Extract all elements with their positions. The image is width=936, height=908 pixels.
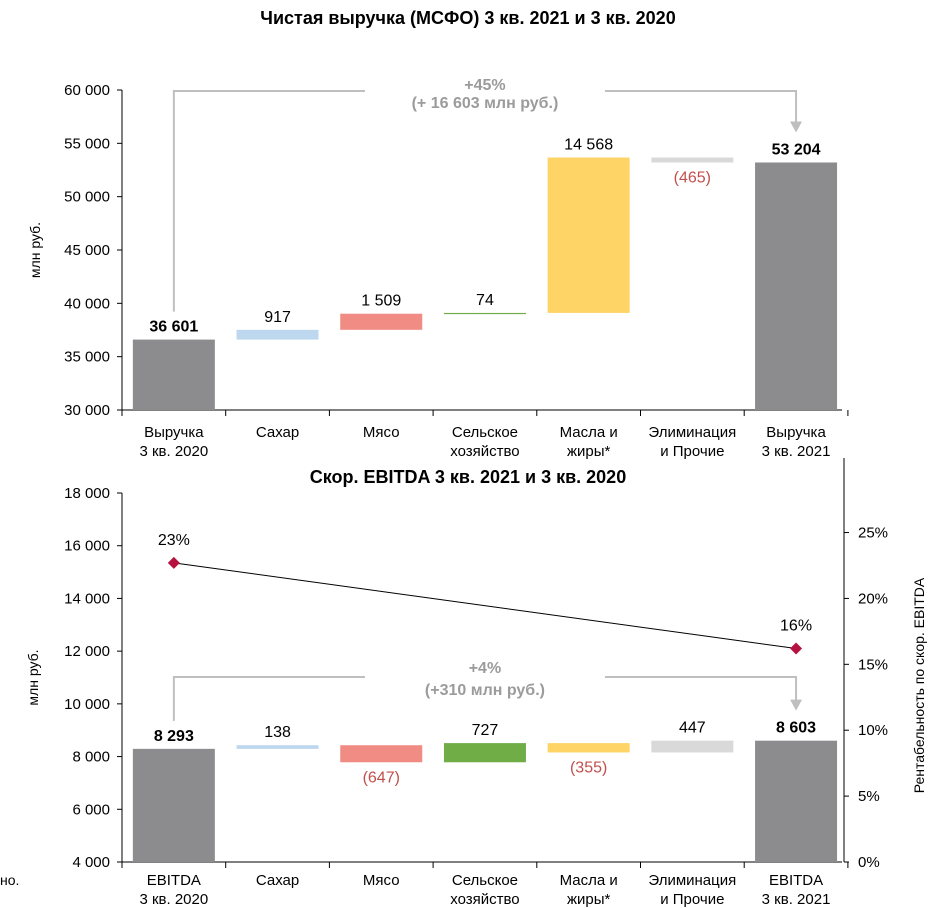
bar-label-2-5: (355) <box>570 759 607 776</box>
bar-label-2-4: 727 <box>472 722 499 739</box>
bar-2-2 <box>236 745 319 749</box>
chart-1-y-tick-label: 60 000 <box>64 82 110 99</box>
chart-1-y-tick-label: 30 000 <box>64 402 110 419</box>
category-label-1-2: Сахар <box>256 424 299 441</box>
category-label-1-5: жиры* <box>567 443 611 460</box>
margin-label-1: 23% <box>158 532 190 549</box>
chart-2-annotation-bracket-left <box>172 676 365 721</box>
chart-2-y2-tick-label: 10% <box>858 722 888 739</box>
chart-2-y-tick-label: 16 000 <box>64 538 110 555</box>
chart-1-y-tick-label: 45 000 <box>64 242 110 259</box>
category-label-1-6: и Прочие <box>660 443 724 460</box>
chart-2-y-tick-label: 8 000 <box>72 749 110 766</box>
chart-2-annotation-bracket-right <box>604 676 798 701</box>
bar-2-3 <box>340 745 423 763</box>
category-label-1-4: хозяйство <box>450 443 519 460</box>
category-label-2-1: EBITDA <box>147 872 201 889</box>
chart-1-annotation-bracket-right <box>604 90 798 123</box>
chart-2-y-tick-label: 12 000 <box>64 643 110 660</box>
bar-label-2-6: 447 <box>679 720 706 737</box>
category-label-2-1: 3 кв. 2020 <box>139 891 208 908</box>
category-label-2-5: жиры* <box>567 891 611 908</box>
margin-label-2: 16% <box>780 618 812 635</box>
category-label-2-5: Масла и <box>560 872 618 889</box>
bar-label-1-7: 53 204 <box>772 141 821 158</box>
chart-2-y2-tick-label: 15% <box>858 656 888 673</box>
chart-2-y2-tick-label: 20% <box>858 590 888 607</box>
chart-2-annotation-arrow <box>790 699 803 711</box>
category-label-2-7: EBITDA <box>769 872 823 889</box>
bar-label-2-2: 138 <box>264 724 291 741</box>
bar-2-4 <box>443 743 526 763</box>
bar-1-3 <box>340 313 423 330</box>
bar-label-1-5: 14 568 <box>564 137 613 154</box>
bar-2-1 <box>132 748 215 862</box>
category-label-1-7: 3 кв. 2021 <box>762 443 831 460</box>
margin-point-1 <box>167 556 180 569</box>
chart-2-y2-axis-title: Рентабельность по скор. EBITDA <box>911 577 927 793</box>
bar-1-4 <box>443 312 526 315</box>
chart-2-y-tick-label: 6 000 <box>72 801 110 818</box>
margin-line <box>173 562 797 650</box>
chart-2-y2-tick-label: 25% <box>858 525 888 542</box>
chart-2-y-tick-label: 4 000 <box>72 854 110 871</box>
chart-2-y-tick-label: 14 000 <box>64 590 110 607</box>
category-label-1-7: Выручка <box>766 424 826 441</box>
chart-2-y2-tick-label: 0% <box>858 854 880 871</box>
bar-2-6 <box>651 740 734 753</box>
category-label-2-3: Мясо <box>363 872 400 889</box>
category-label-1-1: 3 кв. 2020 <box>139 443 208 460</box>
chart-1-y-tick-label: 35 000 <box>64 349 110 366</box>
bar-1-7 <box>755 162 838 410</box>
chart-2-y-tick-label: 18 000 <box>64 485 110 502</box>
category-label-2-4: хозяйство <box>450 891 519 908</box>
chart-1-annotation-abs: (+ 16 603 млн руб.) <box>412 95 559 112</box>
bar-label-2-7: 8 603 <box>776 720 816 737</box>
bar-1-5 <box>547 157 630 313</box>
chart-2-title: Скор. EBITDA 3 кв. 2021 и 3 кв. 2020 <box>310 467 626 487</box>
chart-2-y-axis-title: млн руб. <box>25 649 41 705</box>
chart-1-y-tick-label: 40 000 <box>64 295 110 312</box>
chart-1-annotation-arrow <box>790 121 803 133</box>
bar-2-7 <box>755 740 838 862</box>
chart-1-y-axis-title: млн руб. <box>27 222 43 278</box>
category-label-1-6: Элиминация <box>648 424 736 441</box>
bar-label-1-6: (465) <box>674 169 711 186</box>
chart-1-annotation-bracket-left <box>172 90 365 312</box>
category-label-1-5: Масла и <box>560 424 618 441</box>
category-label-1-4: Сельское <box>452 424 518 441</box>
footnote-fragment: но. <box>0 872 20 888</box>
category-label-2-4: Сельское <box>452 872 518 889</box>
chart-2-y2-tick-label: 5% <box>858 788 880 805</box>
bar-2-5 <box>547 743 630 753</box>
chart-1-y-tick-label: 50 000 <box>64 189 110 206</box>
bar-label-1-3: 1 509 <box>361 293 401 310</box>
chart-1-title: Чистая выручка (МСФО) 3 кв. 2021 и 3 кв.… <box>260 8 675 28</box>
bar-label-1-2: 917 <box>264 309 291 326</box>
chart-2-annotation-pct: +4% <box>469 660 501 677</box>
category-label-2-6: и Прочие <box>660 891 724 908</box>
chart-2-annotation-abs: (+310 млн руб.) <box>425 682 545 699</box>
bar-label-2-3: (647) <box>363 769 400 786</box>
category-label-2-2: Сахар <box>256 872 299 889</box>
chart-1-annotation-pct: +45% <box>464 77 505 94</box>
bar-label-2-1: 8 293 <box>154 728 194 745</box>
bar-label-1-1: 36 601 <box>149 319 198 336</box>
category-label-1-1: Выручка <box>144 424 204 441</box>
chart-1-y-tick-label: 55 000 <box>64 135 110 152</box>
bar-label-1-4: 74 <box>476 292 494 309</box>
category-label-2-7: 3 кв. 2021 <box>762 891 831 908</box>
bar-1-1 <box>132 339 215 410</box>
category-label-2-6: Элиминация <box>648 872 736 889</box>
margin-point-2 <box>790 642 803 655</box>
category-label-1-3: Мясо <box>363 424 400 441</box>
bar-1-6 <box>651 157 734 163</box>
chart-2-y-tick-label: 10 000 <box>64 696 110 713</box>
bar-1-2 <box>236 329 319 340</box>
